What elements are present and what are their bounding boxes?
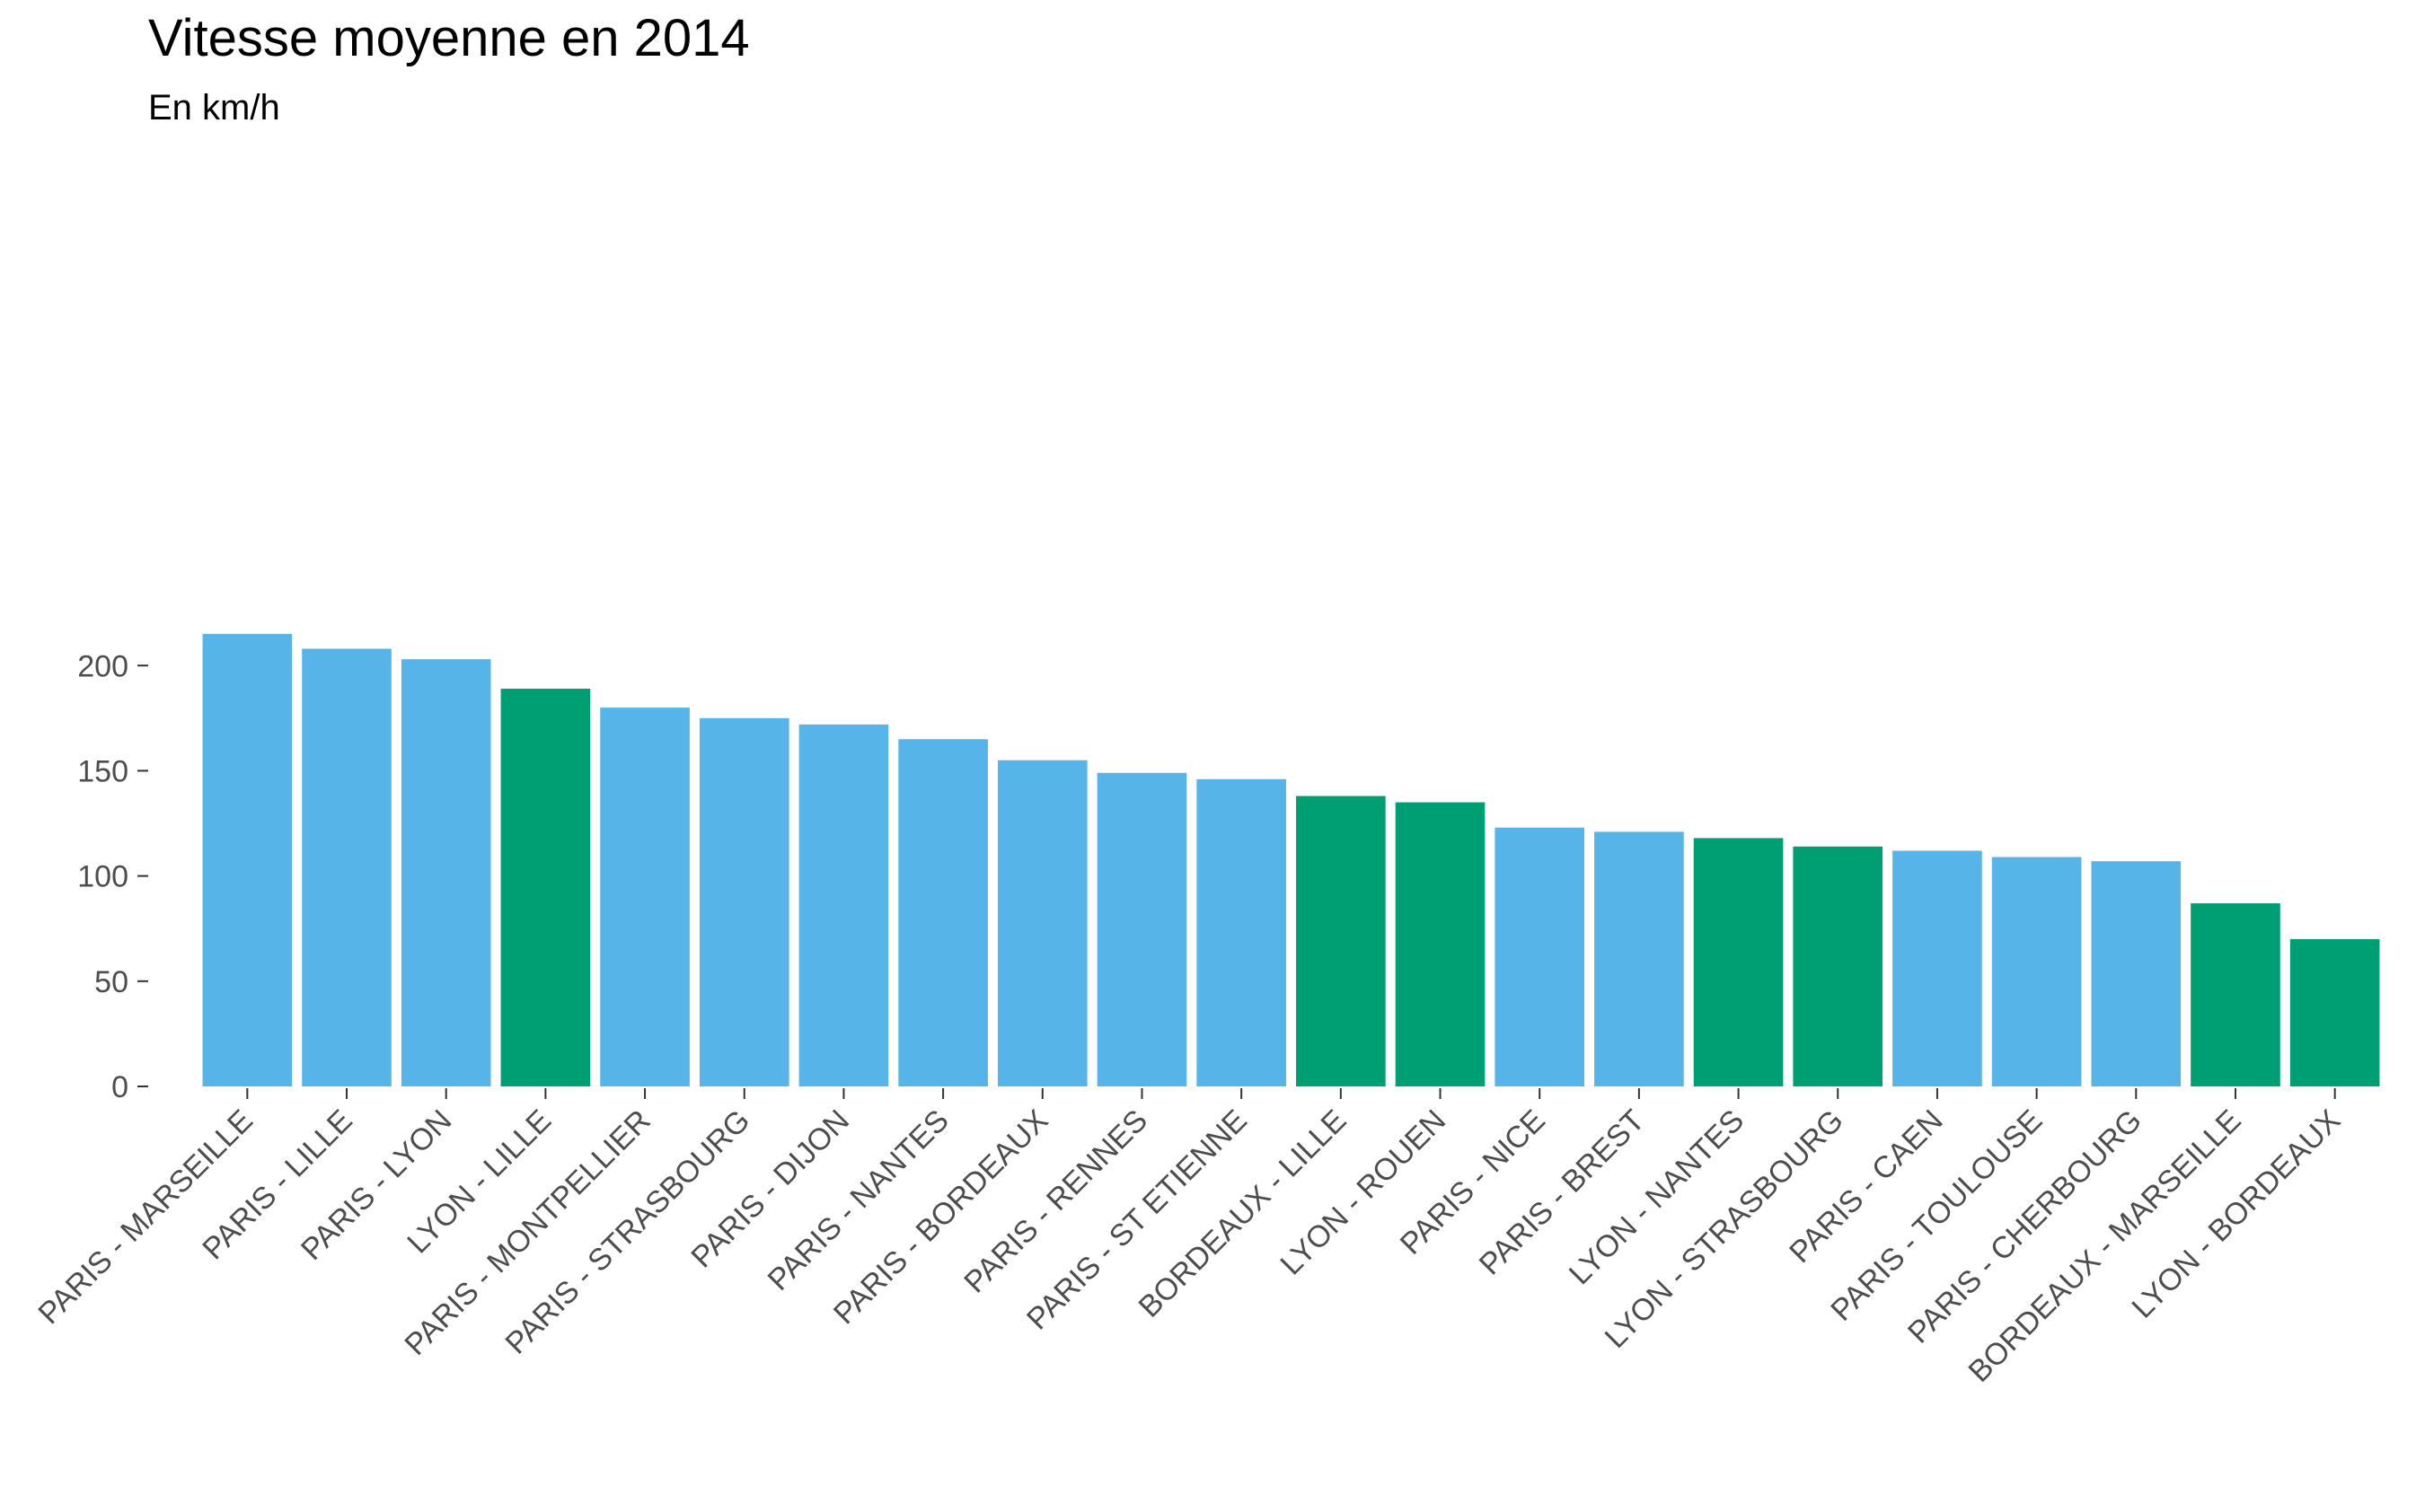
x-tick-label: PARIS - NANTES [762, 1103, 956, 1297]
y-tick-label: 50 [94, 965, 128, 999]
bar [2091, 861, 2182, 1086]
bar [1892, 850, 1982, 1086]
y-tick-label: 150 [77, 754, 128, 788]
bar [1594, 831, 1684, 1086]
bar [1793, 846, 1883, 1086]
bar [1196, 778, 1286, 1086]
bar [699, 717, 789, 1086]
bar [401, 659, 491, 1086]
x-tick-label: LYON - ROUEN [1274, 1103, 1452, 1282]
bar [997, 760, 1088, 1086]
x-tick-label: PARIS - RENNES [957, 1103, 1154, 1300]
y-tick-label: 200 [77, 649, 128, 683]
bar [1296, 796, 1386, 1086]
bar [798, 724, 889, 1086]
bar [600, 708, 690, 1086]
y-tick-label: 100 [77, 860, 128, 894]
bar [302, 648, 392, 1086]
x-tick-label: LYON - NANTES [1563, 1103, 1750, 1291]
chart-subtitle: En km/h [148, 88, 280, 127]
x-tick-label: PARIS - BREST [1473, 1103, 1652, 1282]
bars [202, 634, 2380, 1086]
chart-title: Vitesse moyenne en 2014 [148, 9, 750, 67]
bar [1395, 802, 1486, 1086]
bar [2191, 903, 2280, 1086]
bar [1693, 838, 1784, 1086]
bar [202, 634, 293, 1086]
bar [898, 739, 988, 1086]
bar [1495, 827, 1585, 1086]
bar [500, 689, 591, 1086]
y-tick-label: 0 [111, 1070, 128, 1104]
bar [2289, 938, 2380, 1086]
bar [1097, 772, 1187, 1086]
bar [1991, 857, 2082, 1086]
y-axis: 0 50 100 150 200 [77, 649, 148, 1104]
